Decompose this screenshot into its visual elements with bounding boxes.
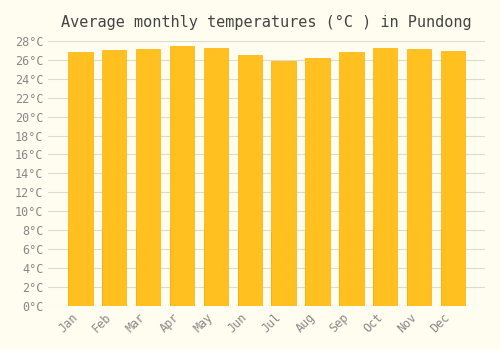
Bar	[204, 48, 228, 306]
Bar	[407, 229, 432, 306]
Bar	[68, 230, 92, 306]
Bar	[272, 61, 296, 306]
Bar	[170, 228, 194, 306]
Bar	[170, 46, 194, 306]
Bar	[407, 49, 432, 306]
Bar	[68, 52, 92, 306]
Bar	[441, 51, 465, 306]
Bar	[136, 229, 160, 306]
Bar	[339, 230, 363, 306]
Bar	[306, 58, 330, 306]
Bar	[306, 231, 330, 306]
Bar	[102, 229, 126, 306]
Bar	[373, 48, 398, 306]
Bar	[339, 52, 363, 306]
Bar	[136, 49, 160, 306]
Bar	[373, 229, 398, 306]
Bar	[238, 55, 262, 306]
Bar	[204, 229, 228, 306]
Bar	[102, 50, 126, 306]
Bar	[238, 231, 262, 306]
Bar	[441, 230, 465, 306]
Title: Average monthly temperatures (°C ) in Pundong: Average monthly temperatures (°C ) in Pu…	[62, 15, 472, 30]
Bar	[272, 232, 296, 306]
